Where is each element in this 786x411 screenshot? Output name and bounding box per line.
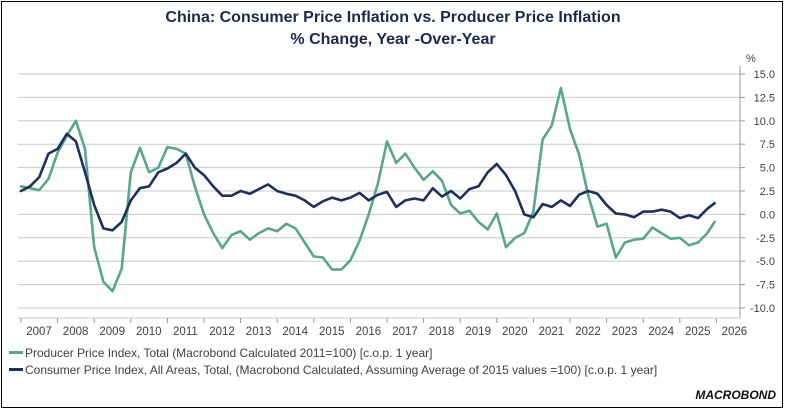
legend-swatch-ppi	[9, 351, 23, 355]
series-line-ppi	[19, 86, 716, 293]
y-tick-label: 10.0	[754, 116, 775, 128]
x-tick-label: 2009	[99, 326, 125, 338]
legend-label-cpi: Consumer Price Index, All Areas, Total, …	[25, 363, 658, 377]
y-tick-label: -7.5	[756, 280, 775, 292]
y-tick-label: -10.0	[750, 303, 775, 315]
x-tick-label: 2012	[209, 326, 235, 338]
y-axis-label: %	[746, 53, 756, 65]
x-tick-label: 2010	[136, 326, 162, 338]
chart-title: China: Consumer Price Inflation vs. Prod…	[165, 9, 621, 26]
legend-item-ppi: Producer Price Index, Total (Macrobond C…	[9, 346, 432, 360]
x-tick-label: 2020	[502, 326, 528, 338]
x-tick-label: 2017	[392, 326, 418, 338]
y-tick-label: 7.5	[760, 139, 775, 151]
y-tick-label: 5.0	[760, 163, 775, 175]
x-tick-label: 2018	[429, 326, 455, 338]
y-tick-label: -2.5	[756, 233, 775, 245]
macrobond-logo: MACROBOND	[695, 388, 776, 402]
x-tick-label: 2014	[282, 326, 308, 338]
x-tick-label: 2022	[575, 326, 601, 338]
x-tick-label: 2019	[465, 326, 491, 338]
legend-label-ppi: Producer Price Index, Total (Macrobond C…	[25, 346, 433, 360]
x-tick-label: 2023	[612, 326, 638, 338]
x-tick-label: 2011	[173, 326, 198, 338]
legend-swatch-cpi	[9, 368, 23, 372]
x-tick-label: 2025	[685, 326, 711, 338]
x-tick-label: 2016	[356, 326, 382, 338]
legend-item-cpi: Consumer Price Index, All Areas, Total, …	[9, 363, 657, 377]
x-tick-label: 2008	[63, 326, 89, 338]
x-tick-label: 2021	[539, 326, 565, 338]
y-tick-label: 15.0	[754, 69, 775, 81]
y-tick-label: 12.5	[754, 92, 775, 104]
chart-subtitle: % Change, Year -Over-Year	[290, 31, 496, 48]
x-tick-label: 2015	[319, 326, 345, 338]
x-tick-label: 2026	[722, 326, 748, 338]
x-tick-label: 2013	[246, 326, 272, 338]
y-tick-label: -5.0	[756, 256, 775, 268]
x-tick-label: 2007	[26, 326, 52, 338]
y-tick-label: 0.0	[760, 209, 775, 221]
y-tick-label: 2.5	[760, 186, 775, 198]
series-line-cpi	[19, 132, 716, 232]
x-tick-label: 2024	[648, 326, 674, 338]
